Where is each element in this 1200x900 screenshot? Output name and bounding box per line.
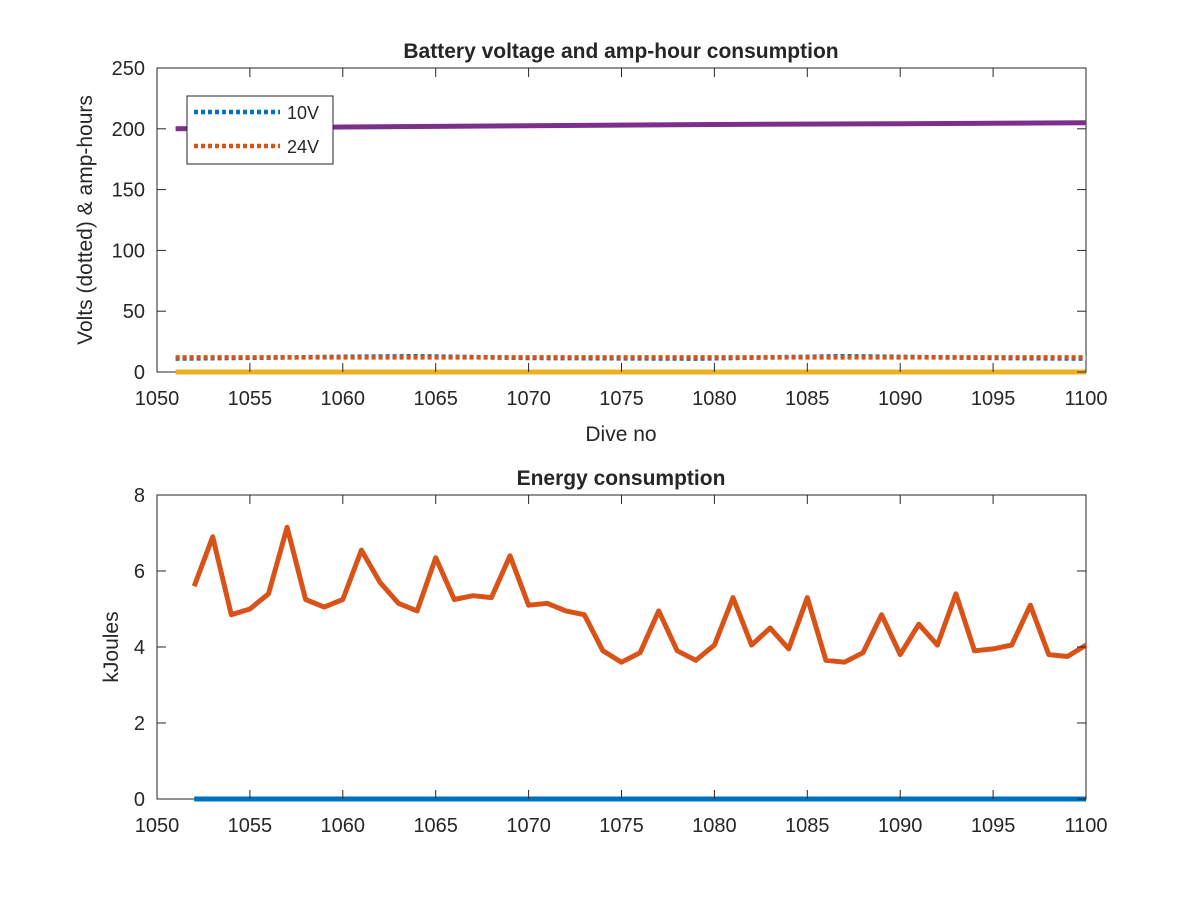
x-tick-label: 1100 (1064, 388, 1107, 410)
chart-title-battery: Battery voltage and amp-hour consumption (403, 40, 838, 63)
y-tick-label: 0 (134, 362, 145, 384)
x-tick-label: 1055 (228, 815, 273, 837)
y-tick-label: 6 (134, 561, 145, 583)
legend-label-24v: 24V (287, 137, 319, 157)
x-tick-label: 1085 (785, 815, 830, 837)
legend-box (186, 95, 334, 165)
y-tick-label: 0 (134, 789, 145, 811)
x-tick-label: 1050 (135, 815, 180, 837)
x-tick-label: 1080 (692, 815, 737, 837)
x-tick-label: 1075 (599, 388, 644, 410)
y-tick-label: 150 (112, 180, 145, 202)
x-tick-label: 1090 (878, 815, 923, 837)
plot-battery: 1050 1055 1060 1065 1070 1075 1080 1085 1090 1095… (74, 40, 1108, 446)
y-tick-label: 250 (112, 58, 145, 80)
ticks-battery: 1050 1055 1060 1065 1070 1075 1080 1085 1090 1095… (112, 58, 1108, 410)
x-tick-label: 1070 (506, 815, 551, 837)
x-tick-label: 1095 (971, 815, 1016, 837)
x-tick-label: 1060 (321, 388, 366, 410)
x-tick-label: 1065 (413, 388, 458, 410)
x-tick-label: 1055 (228, 388, 273, 410)
legend-battery: 10V 24V (186, 95, 334, 165)
ticks-energy: 1050 1055 1060 1065 1070 1075 1080 1085 1090 1095… (134, 485, 1108, 837)
x-tick-label: 1080 (692, 388, 737, 410)
y-tick-label: 4 (134, 637, 145, 659)
y-axis-label-energy: kJoules (100, 611, 123, 682)
x-tick-label: 1075 (599, 815, 644, 837)
y-tick-label: 8 (134, 485, 145, 507)
x-tick-label: 1065 (413, 815, 458, 837)
chart-title-energy: Energy consumption (517, 467, 726, 490)
series-line-1-0 (191, 524, 1088, 665)
x-tick-label: 1070 (506, 388, 551, 410)
x-tick-label: 1050 (135, 388, 180, 410)
x-tick-label: 1090 (878, 388, 923, 410)
y-axis-label-battery: Volts (dotted) & amp-hours (74, 95, 97, 345)
y-tick-label: 200 (112, 119, 145, 141)
x-tick-label: 1095 (971, 388, 1016, 410)
y-tick-label: 2 (134, 713, 145, 735)
legend-label-10v: 10V (287, 103, 319, 123)
x-tick-label: 1100 (1064, 815, 1107, 837)
y-tick-label: 100 (112, 240, 145, 262)
x-axis-label-battery: Dive no (585, 423, 656, 446)
axes-box-energy (156, 494, 1087, 800)
x-tick-label: 1085 (785, 388, 830, 410)
plot-energy: 1050 1055 1060 1065 1070 1075 1080 1085 1090 1095… (100, 467, 1108, 837)
y-tick-label: 50 (123, 301, 145, 323)
x-tick-label: 1060 (321, 815, 366, 837)
